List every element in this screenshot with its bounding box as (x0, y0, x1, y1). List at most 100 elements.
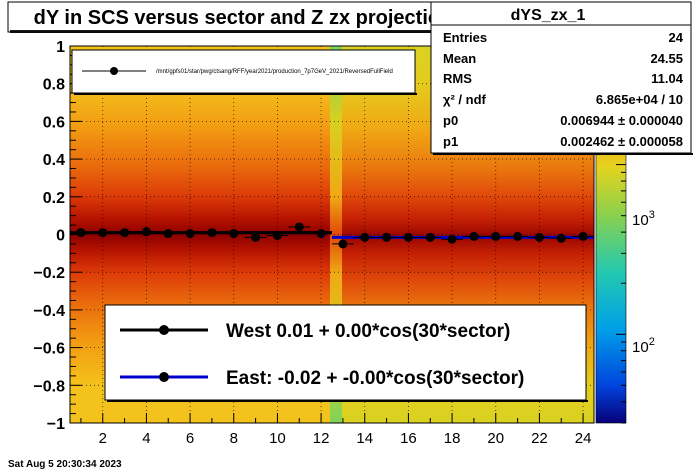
stats-row-label: RMS (443, 71, 472, 86)
stats-row-label: χ² / ndf (443, 92, 487, 107)
stats-rows: Entries 24 Mean 24.55 RMS 11.04 χ² / ndf 6.865e… (443, 30, 684, 149)
stats-row-value: 24.55 (650, 51, 683, 66)
x-tick-label: 20 (487, 430, 504, 447)
data-point (528, 232, 551, 242)
y-tick-label: 0 (56, 228, 65, 245)
data-point (506, 231, 529, 241)
data-points (70, 222, 594, 249)
x-tick-label: 18 (444, 430, 461, 447)
data-point-marker (447, 234, 457, 244)
data-point (157, 229, 180, 239)
data-point-marker (491, 231, 501, 241)
fit-legend-east-marker (159, 372, 169, 382)
data-point-marker (185, 229, 195, 239)
series-legend-marker (110, 67, 118, 75)
footer-date: Sat Aug 5 20:30:34 2023 (8, 459, 122, 470)
stats-row-value: 24 (669, 30, 684, 45)
series-legend: /mnt/gpfs01/star/pwg/ctsang/RFF/year2021… (71, 49, 417, 95)
y-tick-label: −1 (47, 416, 65, 433)
data-point (441, 234, 463, 244)
data-point (201, 228, 223, 238)
x-tick-label: 2 (99, 430, 107, 447)
fit-legend-east-label: East: -0.02 + -0.00*cos(30*sector) (226, 368, 524, 389)
y-tick-label: −0.8 (33, 378, 65, 395)
data-point-marker (338, 239, 348, 249)
data-point-marker (163, 229, 173, 239)
data-point (550, 233, 573, 243)
fit-legend-west-marker (159, 325, 169, 335)
colorbar-label-1000: 103 (632, 209, 655, 229)
x-tick-label: 8 (230, 430, 238, 447)
data-point (353, 232, 376, 242)
data-point-marker (207, 228, 217, 238)
data-point (332, 239, 354, 249)
y-tick-label: 0.8 (43, 77, 65, 94)
x-tick-label: 22 (531, 430, 548, 447)
data-point-marker (360, 232, 370, 242)
y-tick-label: −0.4 (33, 303, 65, 320)
x-axis: 2 4 6 8 10 12 14 16 18 20 22 24 (80, 413, 592, 447)
y-axis: 1 0.8 0.6 0.4 0.2 0 −0.2 −0.4 −0.6 −0.8 −1 (33, 39, 82, 433)
stats-row-value: 6.865e+04 / 10 (596, 92, 683, 107)
stats-row-label: p1 (443, 134, 458, 149)
data-point (179, 229, 201, 239)
data-point (419, 232, 442, 242)
data-point-marker (403, 232, 413, 242)
y-tick-label: 1 (56, 39, 65, 56)
data-point-marker (382, 232, 392, 242)
y-tick-label: 0.2 (43, 190, 65, 207)
data-point-marker (272, 230, 282, 240)
data-point (375, 232, 398, 242)
data-point (463, 231, 485, 241)
x-tick-label: 14 (356, 430, 373, 447)
chart-title-box: dY in SCS versus sector and Z zx project… (7, 1, 481, 33)
data-point-marker (556, 233, 566, 243)
x-tick-label: 6 (186, 430, 194, 447)
stats-row-value: 0.002462 ± 0.000058 (560, 134, 683, 149)
data-point-marker (425, 232, 435, 242)
stats-row-label: Entries (443, 30, 487, 45)
data-point-marker (316, 229, 326, 239)
data-point-marker (294, 222, 304, 232)
data-point (288, 222, 311, 232)
data-point (484, 231, 507, 241)
y-tick-label: 0.6 (43, 114, 65, 131)
x-tick-label: 24 (575, 430, 592, 447)
fit-legend-west-label: West 0.01 + 0.00*cos(30*sector) (226, 321, 510, 342)
data-point-marker (578, 231, 588, 241)
stats-box: dYS_zx_1 Entries 24 Mean 24.55 RMS 11.04 χ² / … (430, 1, 693, 155)
stats-row-value: 11.04 (651, 71, 684, 86)
y-tick-label: −0.6 (33, 341, 65, 358)
data-point-marker (98, 228, 108, 238)
data-point (135, 227, 158, 237)
x-tick-label: 4 (142, 430, 150, 447)
data-point (91, 228, 114, 238)
series-legend-label: /mnt/gpfs01/star/pwg/ctsang/RFF/year2021… (156, 69, 393, 75)
data-point-marker (251, 232, 261, 242)
stats-row-label: Mean (443, 51, 476, 66)
data-point (266, 230, 289, 240)
data-point-marker (141, 227, 151, 237)
x-tick-label: 16 (400, 430, 417, 447)
data-point-marker (469, 231, 479, 241)
data-point (113, 228, 136, 238)
data-point (572, 231, 594, 241)
colorbar-label-100: 102 (632, 336, 655, 356)
y-tick-label: −0.2 (33, 265, 65, 282)
chart-title: dY in SCS versus sector and Z zx project… (34, 7, 453, 29)
stats-title: dYS_zx_1 (511, 7, 586, 24)
stats-row-label: p0 (443, 113, 458, 128)
data-point-marker (229, 229, 239, 239)
x-tick-label: 12 (313, 430, 330, 447)
x-tick-label: 10 (269, 430, 286, 447)
fit-legend: West 0.01 + 0.00*cos(30*sector) East: -0… (104, 304, 588, 402)
data-point (244, 232, 267, 242)
data-point (397, 232, 420, 242)
data-point-marker (76, 228, 86, 238)
data-point (222, 229, 245, 239)
data-point-marker (513, 231, 523, 241)
data-point (310, 229, 332, 239)
data-point-marker (534, 232, 544, 242)
stats-row-value: 0.006944 ± 0.000040 (560, 113, 683, 128)
